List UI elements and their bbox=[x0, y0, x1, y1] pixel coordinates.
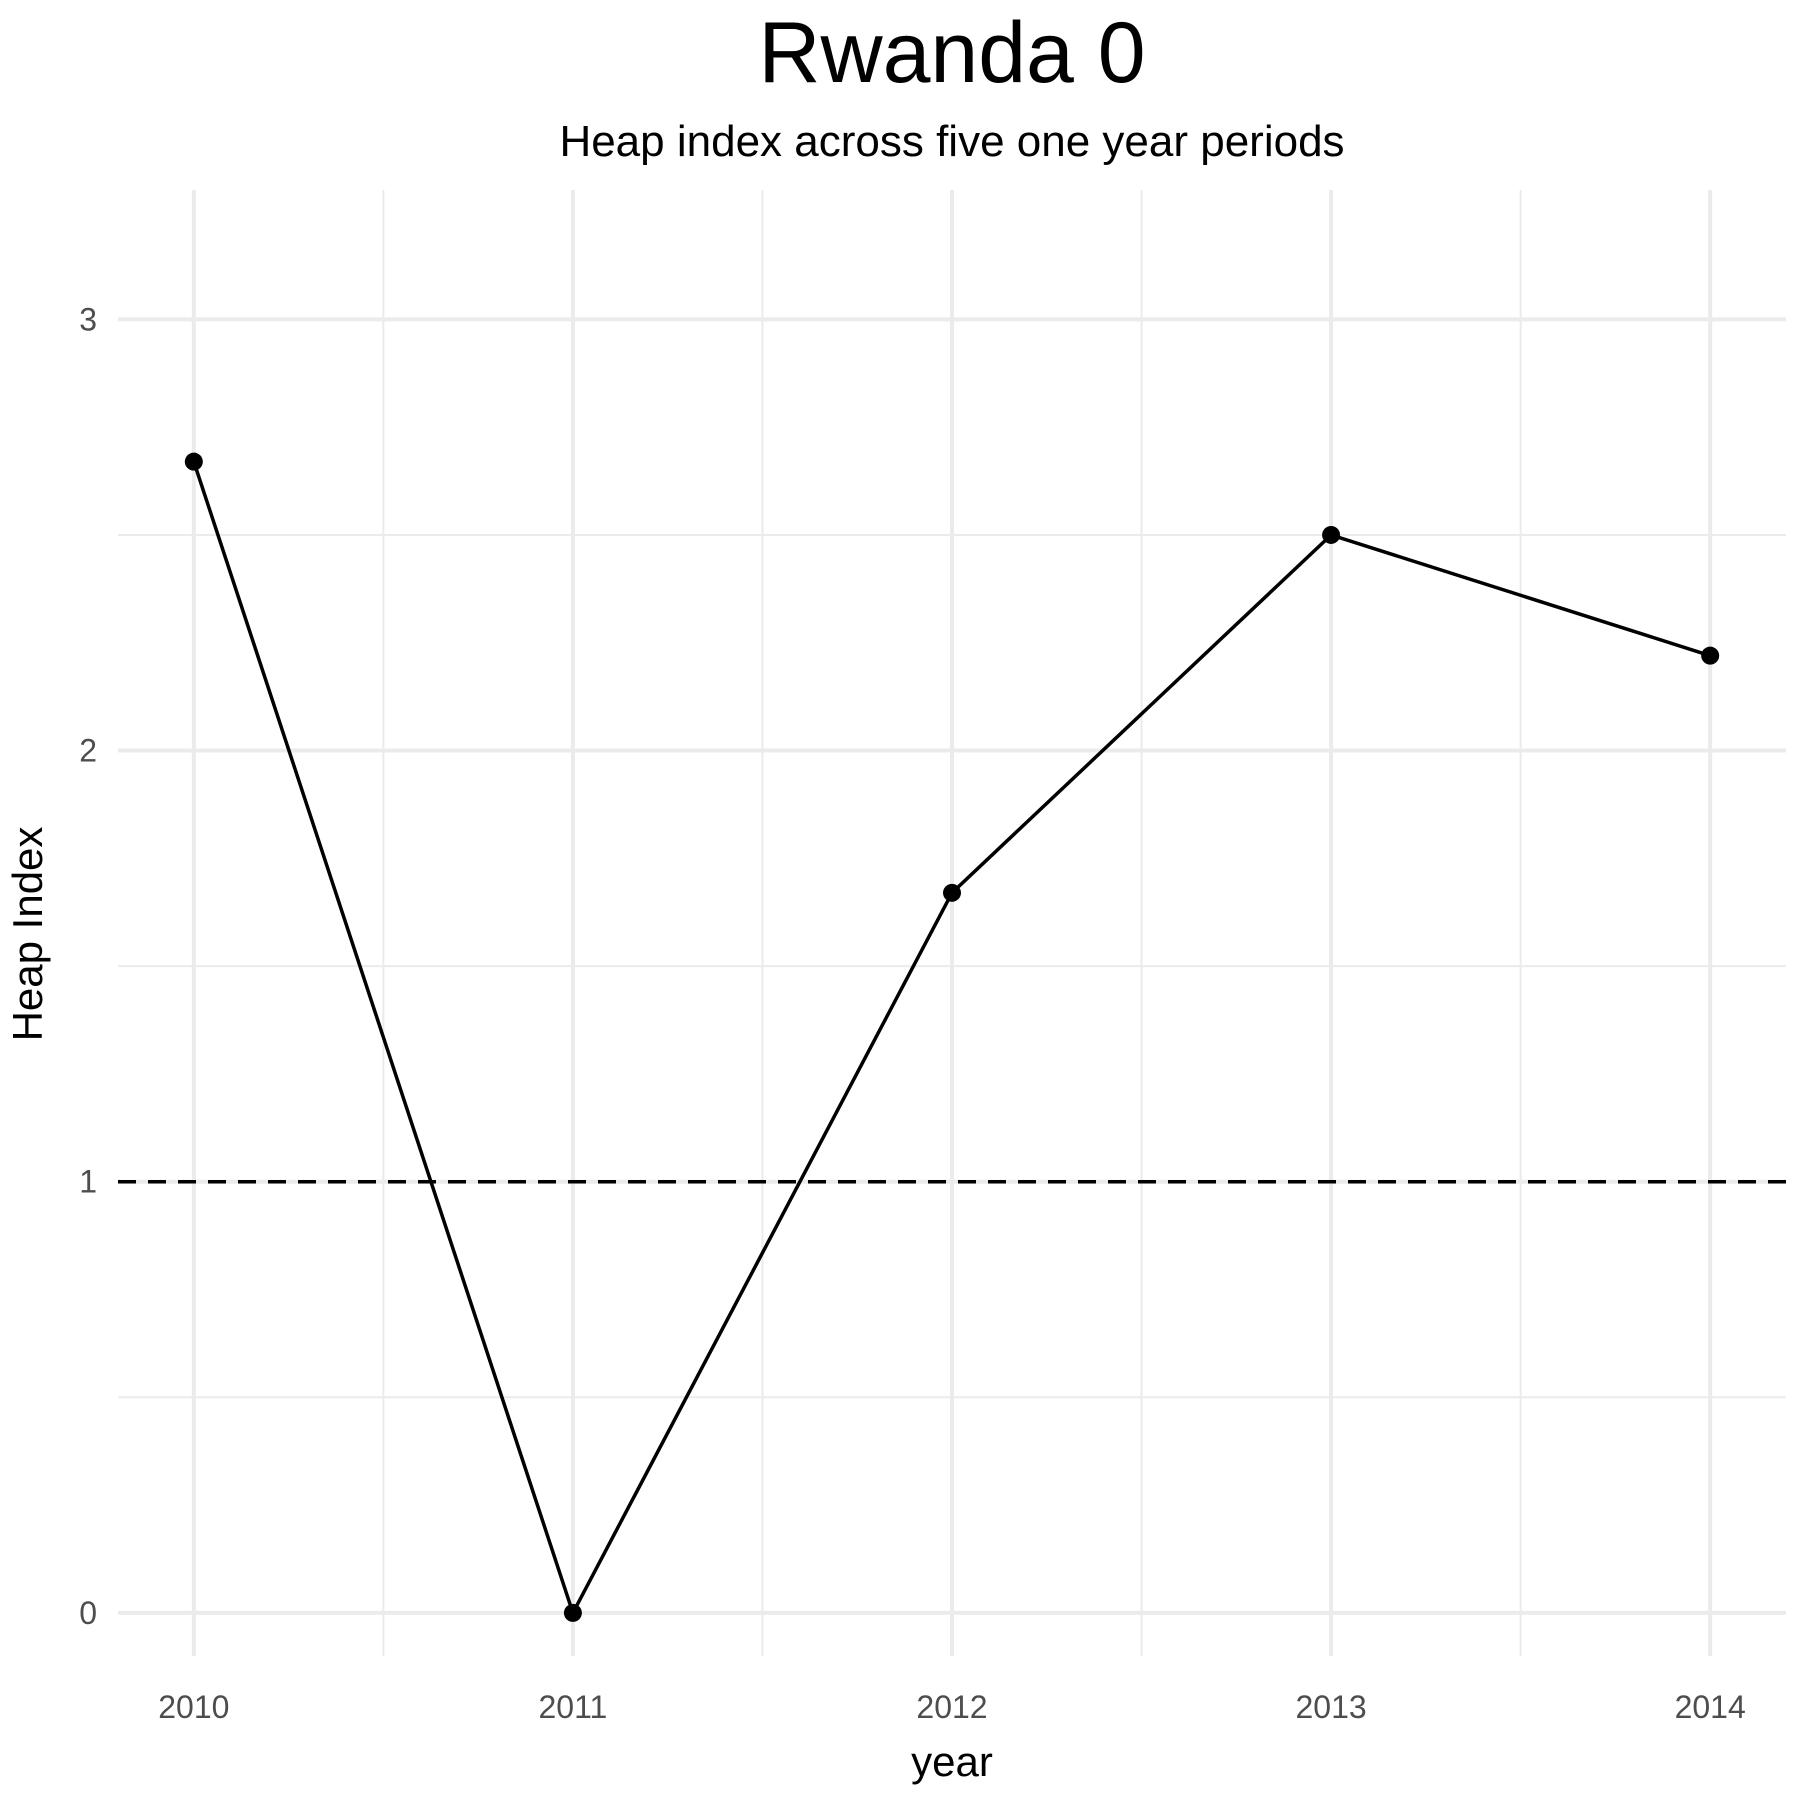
data-point bbox=[563, 1603, 582, 1622]
grid bbox=[118, 190, 1786, 1656]
x-tick-label: 2013 bbox=[1295, 1689, 1366, 1725]
y-tick-label: 2 bbox=[79, 733, 97, 769]
data-point bbox=[943, 883, 961, 902]
y-axis-title: Heap Index bbox=[4, 827, 51, 1042]
data-point bbox=[1701, 646, 1720, 665]
y-axis-ticks: 0 1 2 3 bbox=[79, 301, 97, 1631]
chart-subtitle: Heap index across five one year periods bbox=[559, 117, 1344, 166]
y-tick-label: 0 bbox=[79, 1595, 97, 1631]
x-axis-ticks: 2010 2011 2012 2013 2014 bbox=[158, 1689, 1746, 1725]
data-point bbox=[184, 452, 203, 471]
x-axis-title: year bbox=[911, 1738, 993, 1785]
x-tick-label: 2011 bbox=[539, 1689, 608, 1725]
x-tick-label: 2014 bbox=[1675, 1689, 1746, 1725]
x-tick-label: 2012 bbox=[916, 1689, 987, 1725]
chart-title: Rwanda 0 bbox=[758, 5, 1145, 101]
series-group bbox=[184, 452, 1720, 1622]
y-tick-label: 1 bbox=[79, 1164, 97, 1200]
x-tick-label: 2010 bbox=[158, 1689, 229, 1725]
y-tick-label: 3 bbox=[79, 301, 97, 337]
data-point bbox=[1322, 525, 1341, 544]
